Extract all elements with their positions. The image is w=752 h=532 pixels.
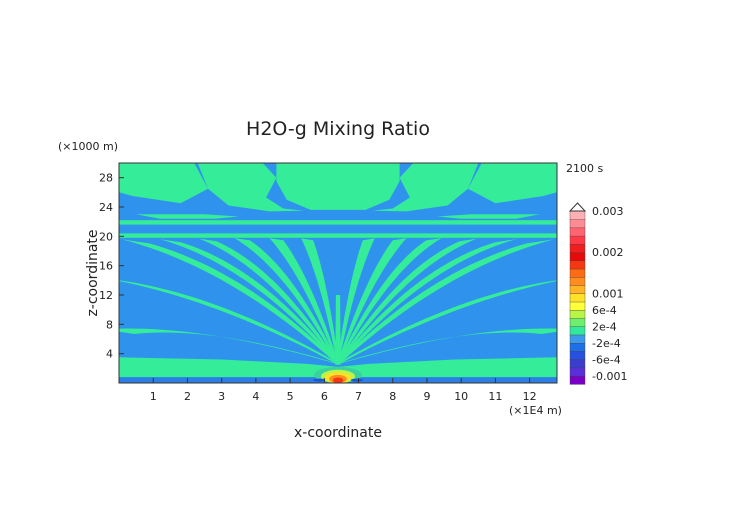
y-axis-label: z-coordinate bbox=[85, 229, 101, 316]
colorbar: 0.003 0.002 0.001 6e-4 2e-4 -2e-4 -6e-4 -0.001 bbox=[568, 202, 627, 385]
x-tick-label: 9 bbox=[423, 390, 430, 403]
y-tick-label: 16 bbox=[99, 260, 113, 273]
colorbar-swatch bbox=[569, 260, 586, 270]
colorbar-swatch bbox=[569, 210, 586, 220]
colorbar-extend-arrow bbox=[568, 202, 587, 212]
time-label: 2100 s bbox=[566, 162, 603, 175]
colorbar-swatch bbox=[569, 268, 586, 278]
colorbar-swatch bbox=[569, 375, 586, 385]
colorbar-swatch bbox=[569, 251, 586, 262]
x-tick-label: 11 bbox=[488, 390, 502, 403]
colorbar-swatch bbox=[569, 334, 586, 344]
colorbar-swatch bbox=[569, 284, 586, 294]
x-tick-label: 10 bbox=[454, 390, 468, 403]
colorbar-swatch bbox=[569, 227, 586, 237]
colorbar-swatch bbox=[569, 276, 586, 286]
colorbar-swatch bbox=[569, 367, 586, 377]
contour-streak bbox=[301, 238, 339, 364]
contour-streak bbox=[336, 328, 557, 365]
contour-lobe bbox=[119, 163, 208, 204]
x-tick-label: 5 bbox=[287, 390, 294, 403]
x-tick-label: 1 bbox=[150, 390, 157, 403]
plot-frame bbox=[118, 162, 558, 384]
contour-lobe bbox=[136, 214, 239, 219]
colorbar-label: 0.003 bbox=[592, 205, 624, 218]
colorbar-label: 0.001 bbox=[592, 287, 624, 300]
y-tick-label: 4 bbox=[106, 348, 113, 361]
colorbar-swatch bbox=[569, 293, 586, 303]
colorbar-swatch bbox=[569, 359, 586, 369]
colorbar-swatch bbox=[569, 219, 586, 229]
colorbar-label: -6e-4 bbox=[592, 353, 621, 366]
x-tick-label: 4 bbox=[252, 390, 259, 403]
contour-lobe bbox=[437, 214, 540, 219]
y-tick-label: 12 bbox=[99, 289, 113, 302]
chart-title: H2O-g Mixing Ratio bbox=[246, 118, 430, 140]
contour-streak bbox=[335, 295, 341, 365]
contour-band bbox=[119, 220, 557, 225]
x-tick-label: 3 bbox=[218, 390, 225, 403]
colorbar-swatch bbox=[569, 342, 586, 352]
contour-lobe bbox=[197, 163, 304, 212]
contour-streak bbox=[337, 238, 375, 364]
x-tick-label: 2 bbox=[184, 390, 191, 403]
contour-lobe bbox=[372, 163, 479, 212]
plume-depression bbox=[313, 378, 326, 382]
colorbar-swatch bbox=[569, 235, 586, 245]
colorbar-swatch bbox=[569, 350, 586, 360]
colorbar-label: -0.001 bbox=[592, 370, 627, 383]
y-tick-label: 28 bbox=[99, 172, 113, 185]
colorbar-label: 0.002 bbox=[592, 246, 624, 259]
y-tick-label: 8 bbox=[106, 318, 113, 331]
contour-band bbox=[119, 233, 557, 238]
colorbar-swatch bbox=[569, 309, 586, 319]
contour-streak bbox=[119, 328, 340, 365]
y-axis: 4 8 12 16 20 24 28 bbox=[99, 172, 124, 361]
plume-core bbox=[332, 377, 344, 383]
colorbar-swatch bbox=[569, 243, 586, 253]
plot-area bbox=[118, 162, 558, 384]
contour-lobe bbox=[276, 163, 338, 210]
colorbar-swatch bbox=[569, 326, 586, 336]
x-tick-label: 7 bbox=[355, 390, 362, 403]
x-tick-label: 6 bbox=[321, 390, 328, 403]
x-tick-label: 8 bbox=[389, 390, 396, 403]
x-tick-label: 12 bbox=[523, 390, 537, 403]
plume-depression bbox=[350, 378, 363, 382]
y-unit-label: (×1000 m) bbox=[58, 140, 118, 153]
colorbar-swatch bbox=[569, 317, 586, 327]
colorbar-label: -2e-4 bbox=[592, 337, 621, 350]
contour-lobe bbox=[468, 163, 557, 204]
colorbar-swatch bbox=[569, 301, 586, 311]
x-axis-label: x-coordinate bbox=[294, 425, 382, 441]
y-tick-label: 20 bbox=[99, 230, 113, 243]
x-axis: 1 2 3 4 5 6 7 8 9 10 11 12 bbox=[150, 378, 537, 403]
x-unit-label: (×1E4 m) bbox=[509, 404, 562, 417]
colorbar-label: 2e-4 bbox=[592, 320, 617, 333]
contour-lobe bbox=[338, 163, 400, 210]
contour-field bbox=[119, 163, 557, 383]
y-tick-label: 24 bbox=[99, 201, 113, 214]
colorbar-label: 6e-4 bbox=[592, 304, 617, 317]
